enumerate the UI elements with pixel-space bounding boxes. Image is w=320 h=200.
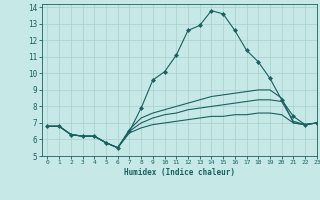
X-axis label: Humidex (Indice chaleur): Humidex (Indice chaleur) [124,168,235,177]
